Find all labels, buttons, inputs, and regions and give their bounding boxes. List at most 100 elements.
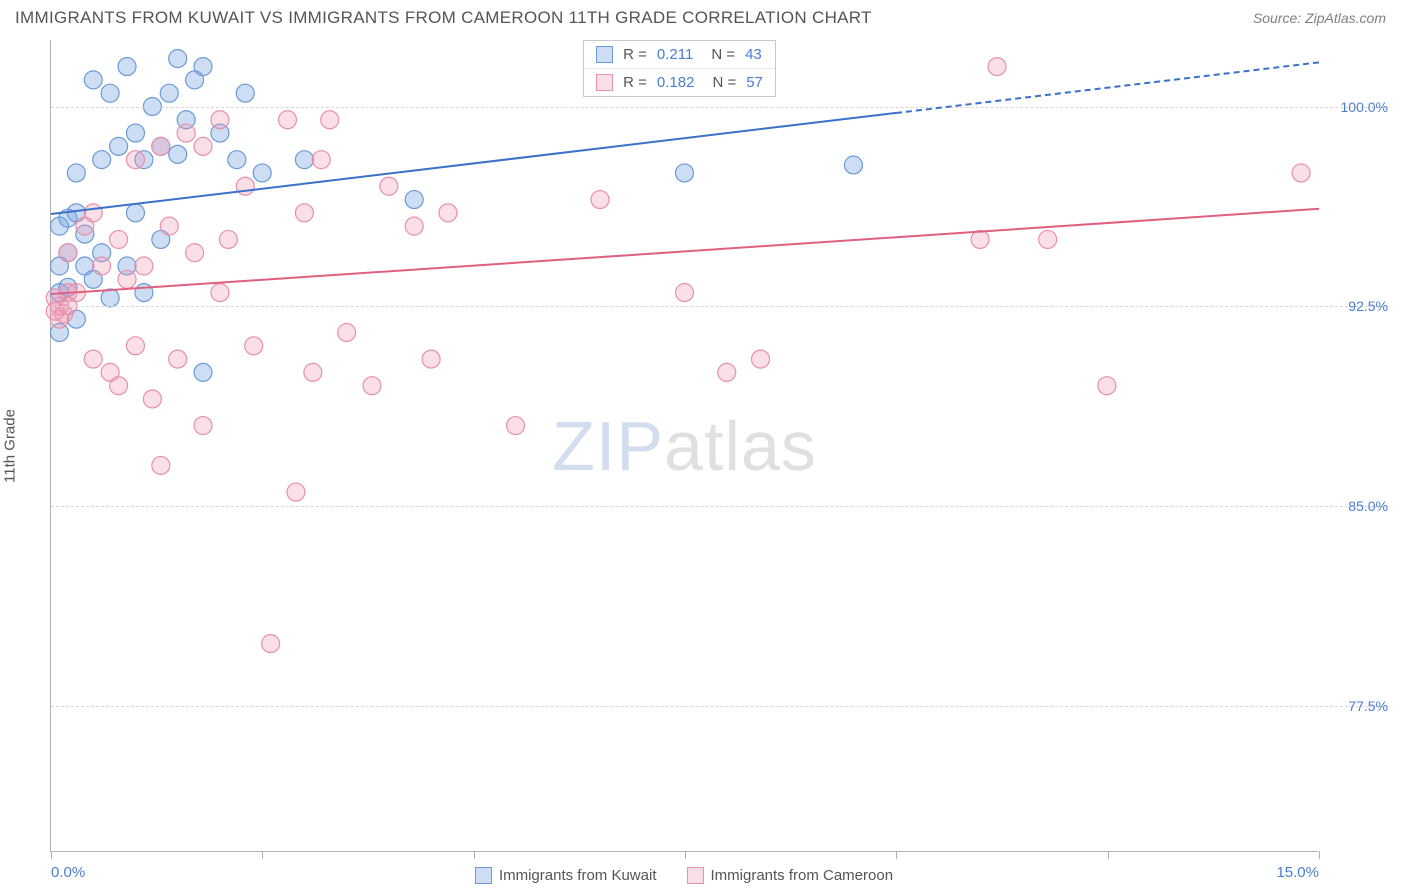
plot-area: ZIPatlas R = 0.211 N = 43 R = 0.182 N = … [50,40,1318,852]
swatch-cameroon [596,74,613,91]
data-point [93,151,111,169]
gridline [51,706,1388,707]
data-point [194,137,212,155]
data-point [676,164,694,182]
data-point [439,204,457,222]
swatch-icon [475,867,492,884]
y-tick-label: 92.5% [1328,298,1388,314]
x-tick [685,851,686,859]
x-tick [1319,851,1320,859]
data-point [1292,164,1310,182]
data-point [160,84,178,102]
legend-row-cameroon: R = 0.182 N = 57 [584,68,775,96]
legend-row-kuwait: R = 0.211 N = 43 [584,41,775,68]
data-point [718,363,736,381]
x-tick [474,851,475,859]
chart-header: IMMIGRANTS FROM KUWAIT VS IMMIGRANTS FRO… [0,0,1406,36]
data-point [844,156,862,174]
data-point [1039,230,1057,248]
data-point [93,257,111,275]
data-point [228,151,246,169]
data-point [101,84,119,102]
data-point [405,191,423,209]
data-point [126,151,144,169]
swatch-icon [686,867,703,884]
data-point [245,337,263,355]
scatter-points-layer [51,40,1318,851]
data-point [169,350,187,368]
y-tick-label: 85.0% [1328,498,1388,514]
legend-item-cameroon: Immigrants from Cameroon [686,867,893,884]
correlation-legend: R = 0.211 N = 43 R = 0.182 N = 57 [583,40,776,97]
data-point [211,284,229,302]
data-point [118,270,136,288]
data-point [752,350,770,368]
data-point [84,71,102,89]
data-point [110,377,128,395]
data-point [169,145,187,163]
data-point [194,417,212,435]
data-point [84,350,102,368]
data-point [219,230,237,248]
gridline [51,306,1388,307]
data-point [304,363,322,381]
data-point [405,217,423,235]
x-tick [262,851,263,859]
data-point [507,417,525,435]
data-point [253,164,271,182]
data-point [143,390,161,408]
data-point [287,483,305,501]
gridline [51,506,1388,507]
y-tick-label: 100.0% [1328,99,1388,115]
data-point [110,230,128,248]
data-point [110,137,128,155]
data-point [591,191,609,209]
data-point [279,111,297,129]
x-tick [896,851,897,859]
data-point [236,84,254,102]
data-point [194,363,212,381]
swatch-kuwait [596,46,613,63]
source-attribution: Source: ZipAtlas.com [1253,10,1386,26]
chart-container: ZIPatlas R = 0.211 N = 43 R = 0.182 N = … [50,40,1318,852]
data-point [295,204,313,222]
data-point [971,230,989,248]
data-point [67,164,85,182]
y-tick-label: 77.5% [1328,698,1388,714]
data-point [101,289,119,307]
data-point [160,217,178,235]
data-point [262,635,280,653]
data-point [363,377,381,395]
data-point [126,124,144,142]
data-point [135,257,153,275]
data-point [380,177,398,195]
data-point [988,58,1006,76]
data-point [676,284,694,302]
data-point [169,50,187,68]
data-point [321,111,339,129]
x-tick-label: 0.0% [51,864,85,881]
data-point [211,111,229,129]
data-point [194,58,212,76]
gridline [51,107,1388,108]
data-point [422,350,440,368]
x-tick [51,851,52,859]
chart-title: IMMIGRANTS FROM KUWAIT VS IMMIGRANTS FRO… [15,8,872,28]
data-point [312,151,330,169]
data-point [152,456,170,474]
data-point [338,324,356,342]
data-point [46,302,64,320]
data-point [177,124,195,142]
x-tick-label: 15.0% [1276,864,1319,881]
data-point [126,204,144,222]
x-tick [1108,851,1109,859]
y-axis-title: 11th Grade [2,409,19,483]
bottom-legend: Immigrants from Kuwait Immigrants from C… [475,867,893,884]
data-point [152,137,170,155]
legend-item-kuwait: Immigrants from Kuwait [475,867,657,884]
data-point [1098,377,1116,395]
data-point [59,244,77,262]
data-point [295,151,313,169]
data-point [118,58,136,76]
data-point [236,177,254,195]
